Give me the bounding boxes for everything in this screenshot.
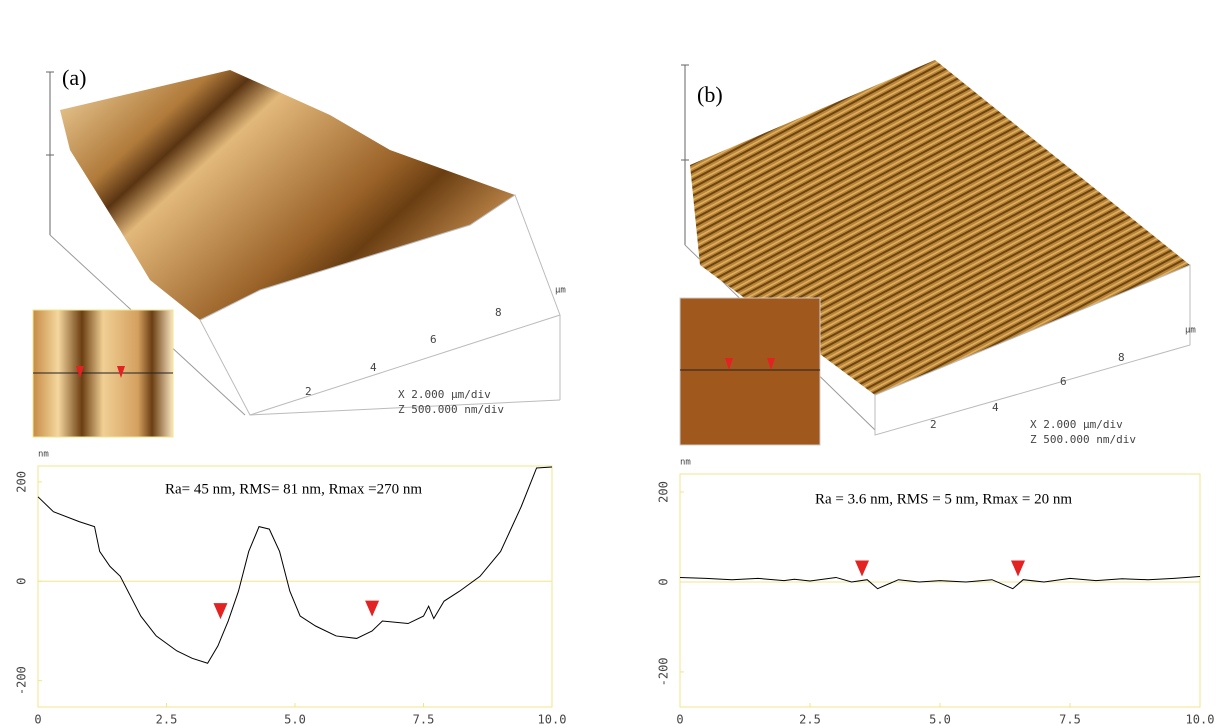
y-tick-label: 200 <box>657 481 671 503</box>
x-tick-label: 0 <box>676 713 683 726</box>
cursor-marker <box>1011 560 1025 577</box>
x-tick-label: 2.5 <box>156 713 178 726</box>
x-tick: 8 <box>1118 351 1125 364</box>
y-unit: nm <box>680 458 691 468</box>
x-tick: 4 <box>370 361 377 374</box>
x-tick-label: 7.5 <box>1059 713 1081 726</box>
y-tick-label: 0 <box>15 578 29 585</box>
x-tick-label: 7.5 <box>413 713 435 726</box>
x-tick-label: 5.0 <box>929 713 951 726</box>
annotation: Ra = 3.6 nm, RMS = 5 nm, Rmax = 20 nm <box>815 491 1072 507</box>
scale-x: X 2.000 µm/div <box>398 388 491 401</box>
x-tick-label: 10.0 <box>538 713 567 726</box>
plot-frame <box>37 465 553 708</box>
inset <box>679 297 821 446</box>
x-tick: 2 <box>305 385 312 398</box>
y-unit: nm <box>38 450 49 460</box>
x-tick-label: 0 <box>34 713 41 726</box>
panel-label: (a) <box>62 65 86 90</box>
unit: µm <box>555 286 566 296</box>
y-tick-label: -200 <box>15 666 29 695</box>
x-tick: 6 <box>1060 375 1067 388</box>
scale-z: Z 500.000 nm/div <box>1030 433 1136 446</box>
x-tick: 4 <box>992 401 999 414</box>
scale-z: Z 500.000 nm/div <box>398 403 504 416</box>
scale-x: X 2.000 µm/div <box>1030 418 1123 431</box>
panel-label: (b) <box>697 82 723 107</box>
profile-line <box>37 466 553 664</box>
cursor-marker <box>365 600 380 617</box>
x-tick: 6 <box>430 333 437 346</box>
surface-a: (a) 2 4 6 8 µm X 2.000 µm/div Z 500.000 … <box>32 65 566 438</box>
y-tick-label: 0 <box>657 578 671 585</box>
annotation: Ra= 45 nm, RMS= 81 nm, Rmax =270 nm <box>165 481 422 497</box>
x-tick: 8 <box>495 306 502 319</box>
cursor-marker <box>213 603 228 620</box>
x-tick-label: 2.5 <box>799 713 821 726</box>
y-tick-label: -200 <box>657 657 671 686</box>
plot-frame <box>679 473 1201 708</box>
surface-b: (b) 2 4 6 8 µm X 2.000 µm/div Z 500.000 … <box>679 60 1196 446</box>
cursor-marker <box>855 560 869 577</box>
x-tick-label: 5.0 <box>284 713 306 726</box>
profile-line <box>679 576 1201 590</box>
x-tick-label: 10.0 <box>1186 713 1215 726</box>
unit: µm <box>1185 326 1196 336</box>
x-tick: 2 <box>930 418 937 431</box>
y-tick-label: 200 <box>15 471 29 493</box>
